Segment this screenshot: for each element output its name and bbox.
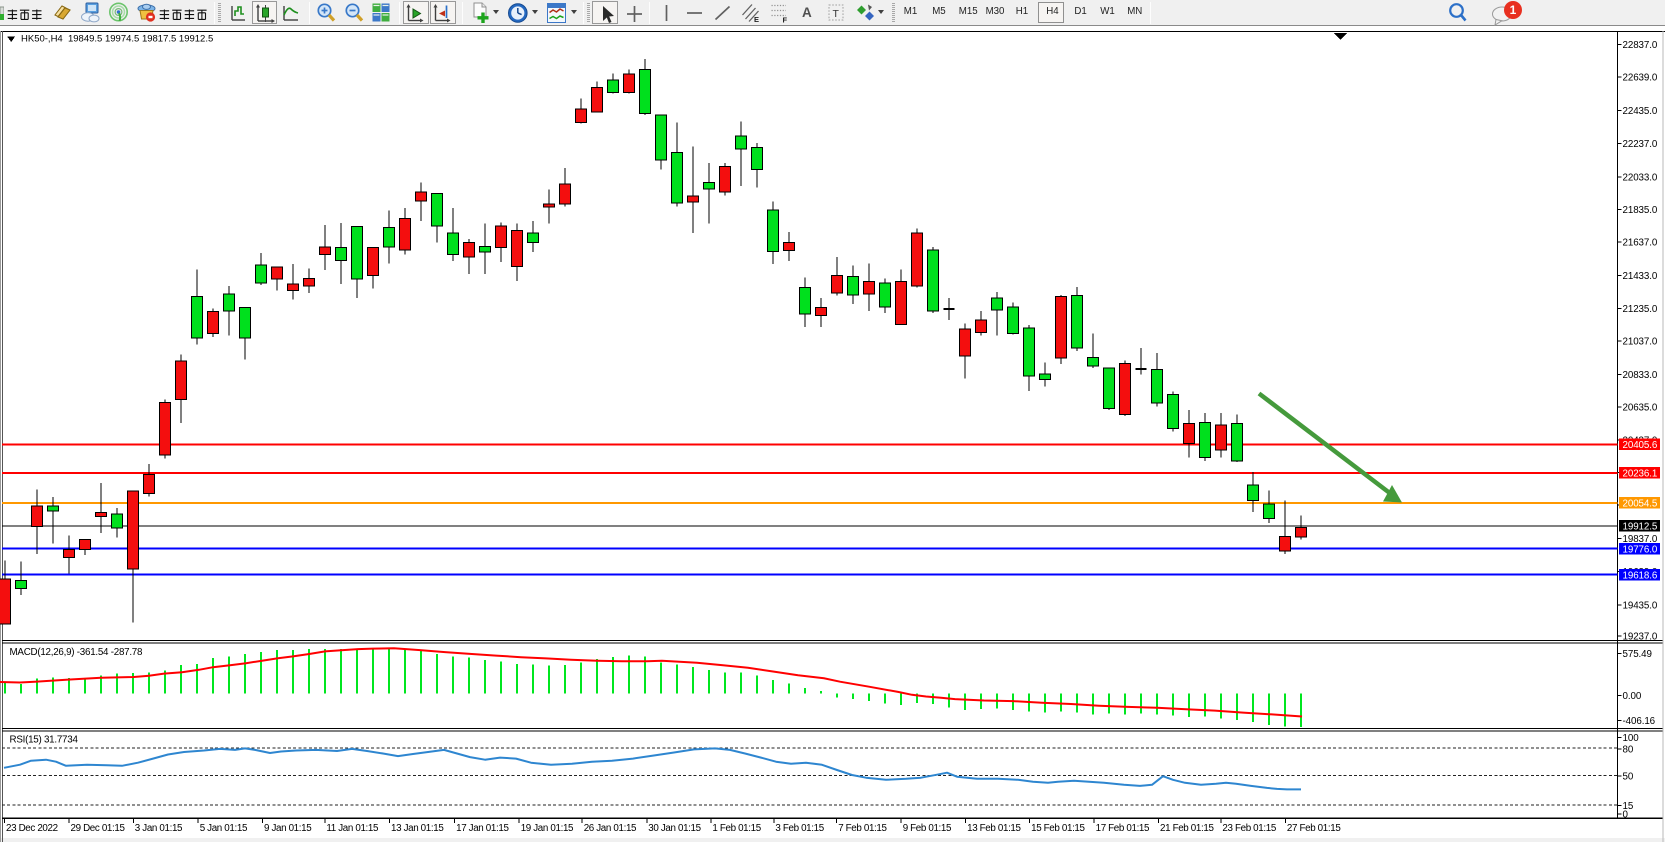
svg-text:20833.0: 20833.0 [1623, 370, 1658, 381]
svg-text:19237.0: 19237.0 [1623, 631, 1658, 642]
svg-text:20405.6: 20405.6 [1623, 440, 1658, 451]
svg-text:22837.0: 22837.0 [1623, 40, 1658, 51]
svg-text:19776.0: 19776.0 [1623, 544, 1658, 555]
svg-text:5 Jan 01:15: 5 Jan 01:15 [200, 823, 248, 834]
svg-text:50: 50 [1623, 772, 1634, 783]
svg-text:22435.0: 22435.0 [1623, 106, 1658, 117]
svg-text:80: 80 [1623, 745, 1634, 756]
svg-text:26 Jan 01:15: 26 Jan 01:15 [584, 823, 637, 834]
svg-text:20635.0: 20635.0 [1623, 403, 1658, 414]
svg-text:19618.6: 19618.6 [1623, 570, 1658, 581]
svg-text:19912.5: 19912.5 [1623, 522, 1658, 533]
svg-text:22033.0: 22033.0 [1623, 172, 1658, 183]
svg-text:3 Feb 01:15: 3 Feb 01:15 [775, 823, 824, 834]
svg-text:13 Feb 01:15: 13 Feb 01:15 [967, 823, 1021, 834]
svg-text:29 Dec 01:15: 29 Dec 01:15 [71, 823, 126, 834]
svg-text:-406.16: -406.16 [1623, 716, 1656, 727]
svg-text:9 Jan 01:15: 9 Jan 01:15 [264, 823, 312, 834]
svg-text:15 Feb 01:15: 15 Feb 01:15 [1031, 823, 1085, 834]
svg-text:9 Feb 01:15: 9 Feb 01:15 [903, 823, 952, 834]
svg-text:HK50-,H4 19849.5 19974.5 1981: HK50-,H4 19849.5 19974.5 19817.5 19912.5 [21, 34, 213, 45]
svg-text:F: F [782, 16, 787, 24]
svg-text:T: T [833, 8, 840, 20]
svg-text:21835.0: 21835.0 [1623, 205, 1658, 216]
svg-text:23 Feb 01:15: 23 Feb 01:15 [1222, 823, 1276, 834]
svg-text:21037.0: 21037.0 [1623, 336, 1658, 347]
svg-text:22639.0: 22639.0 [1623, 73, 1658, 84]
svg-text:E: E [754, 15, 759, 23]
svg-text:19 Jan 01:15: 19 Jan 01:15 [521, 823, 574, 834]
svg-text:19435.0: 19435.0 [1623, 600, 1658, 611]
svg-text:17 Feb 01:15: 17 Feb 01:15 [1096, 823, 1150, 834]
svg-text:17 Jan 01:15: 17 Jan 01:15 [456, 823, 509, 834]
svg-text:7 Feb 01:15: 7 Feb 01:15 [838, 823, 887, 834]
svg-text:575.49: 575.49 [1623, 649, 1652, 660]
svg-text:30 Jan 01:15: 30 Jan 01:15 [648, 823, 701, 834]
svg-text:21637.0: 21637.0 [1623, 238, 1658, 249]
svg-text:20236.1: 20236.1 [1623, 469, 1658, 480]
svg-text:11 Jan 01:15: 11 Jan 01:15 [326, 823, 379, 834]
svg-text:3 Jan 01:15: 3 Jan 01:15 [135, 823, 183, 834]
svg-text:MACD(12,26,9) -361.54 -287.78: MACD(12,26,9) -361.54 -287.78 [10, 647, 144, 658]
svg-text:13 Jan 01:15: 13 Jan 01:15 [391, 823, 444, 834]
svg-text:0: 0 [1623, 810, 1629, 821]
svg-text:21235.0: 21235.0 [1623, 304, 1658, 315]
svg-text:21433.0: 21433.0 [1623, 271, 1658, 282]
svg-text:19837.0: 19837.0 [1623, 534, 1658, 545]
svg-text:20054.5: 20054.5 [1623, 499, 1658, 510]
svg-text:1 Feb 01:15: 1 Feb 01:15 [712, 823, 761, 834]
svg-text:RSI(15) 31.7734: RSI(15) 31.7734 [10, 735, 79, 746]
svg-text:27 Feb 01:15: 27 Feb 01:15 [1287, 823, 1341, 834]
svg-text:15: 15 [1623, 801, 1634, 812]
svg-text:22237.0: 22237.0 [1623, 139, 1658, 150]
svg-text:0.00: 0.00 [1623, 691, 1642, 702]
svg-text:100: 100 [1623, 733, 1640, 744]
svg-text:21 Feb 01:15: 21 Feb 01:15 [1160, 823, 1214, 834]
svg-text:23 Dec 2022: 23 Dec 2022 [6, 823, 58, 834]
